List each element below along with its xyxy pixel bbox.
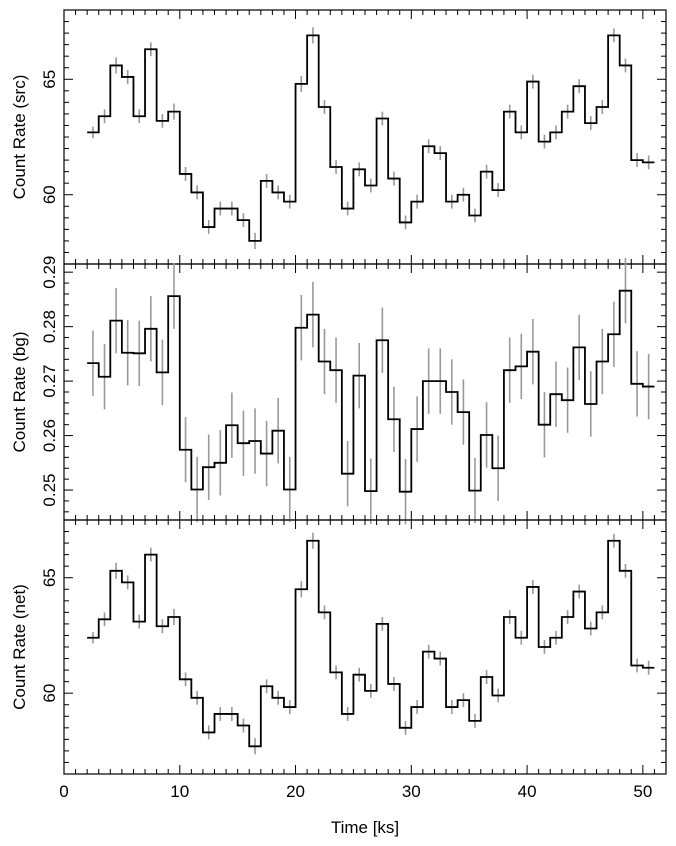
x-tick-label: 30 — [402, 782, 421, 801]
y-tick-label: 0.29 — [40, 256, 59, 289]
panel-bg-ylabel: Count Rate (bg) — [10, 332, 29, 453]
y-tick-label: 0.25 — [40, 473, 59, 506]
x-tick-label: 40 — [518, 782, 537, 801]
y-tick-label: 0.28 — [40, 310, 59, 343]
y-tick-label: 65 — [40, 70, 59, 89]
panel-net-ylabel: Count Rate (net) — [10, 584, 29, 710]
y-tick-label: 0.27 — [40, 365, 59, 398]
y-tick-label: 0.26 — [40, 419, 59, 452]
x-tick-label: 20 — [286, 782, 305, 801]
step-series-line — [87, 289, 655, 493]
panel-bg: 0.25 0.26 0.27 0.28 0.29 Count Rate (bg) — [10, 256, 667, 525]
panel-net-frame — [63, 519, 667, 775]
panel-src-frame — [63, 9, 667, 265]
x-axis-title: Time [ks] — [331, 818, 399, 837]
step-series-line — [87, 34, 655, 242]
y-tick-label: 65 — [40, 568, 59, 587]
y-tick-label: 60 — [40, 185, 59, 204]
panel-src: 60 65 Count Rate (src) — [10, 9, 667, 265]
step-series-line — [87, 539, 655, 748]
x-tick-label: 0 — [59, 782, 68, 801]
x-tick-label: 50 — [633, 782, 652, 801]
y-tick-label: 60 — [40, 684, 59, 703]
x-tick-label: 10 — [170, 782, 189, 801]
panel-src-ylabel: Count Rate (src) — [10, 75, 29, 200]
panel-net: 60 65 0 10 20 30 40 50 Count Rate (net) — [10, 519, 667, 801]
